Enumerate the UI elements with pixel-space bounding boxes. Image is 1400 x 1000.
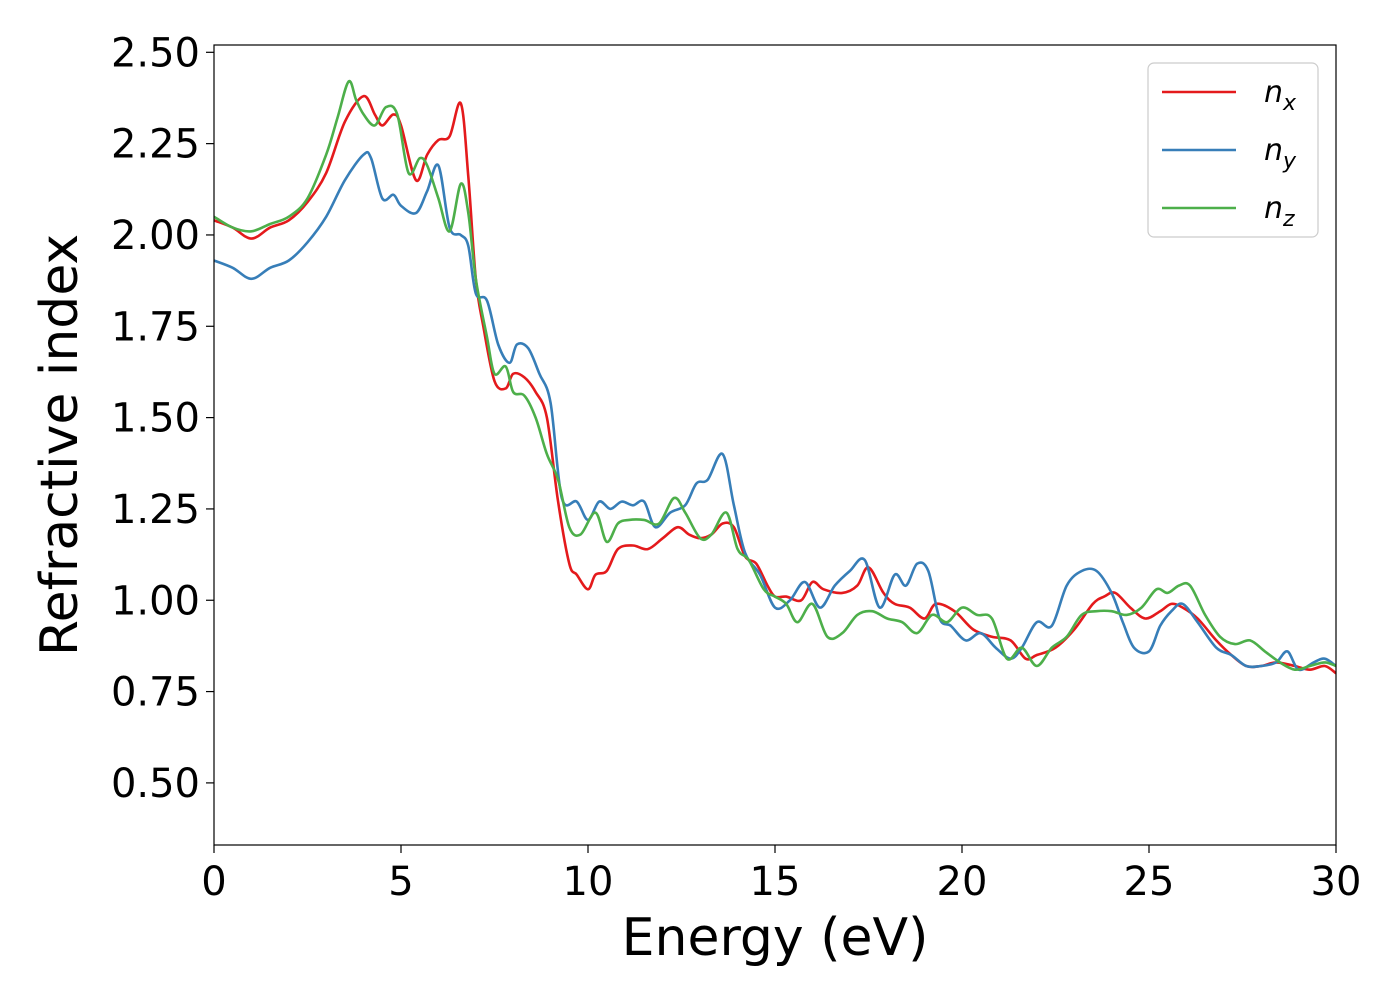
plot-area-frame <box>213 44 1337 846</box>
y-tick-label: 2.00 <box>111 213 200 259</box>
x-tick-label: 25 <box>1124 859 1175 905</box>
x-tick-label: 5 <box>388 859 413 905</box>
series-line-z <box>214 79 1336 672</box>
legend-label-z: nz <box>1264 191 1295 232</box>
y-tick-label: 0.50 <box>111 761 200 807</box>
x-axis-label: Energy (eV) <box>622 908 929 968</box>
x-tick-label: 10 <box>563 859 614 905</box>
legend-label-base: n <box>1264 191 1283 226</box>
x-tick-label: 0 <box>201 859 226 905</box>
y-tick-label: 1.25 <box>111 487 200 533</box>
legend-label-subscript: y <box>1282 149 1297 174</box>
y-tick-label: 1.50 <box>111 396 200 442</box>
y-tick-label: 2.50 <box>111 30 200 76</box>
y-tick-label: 1.00 <box>111 578 200 624</box>
x-tick-label: 30 <box>1311 859 1362 905</box>
y-tick-label: 2.25 <box>111 122 200 168</box>
legend-label-subscript: z <box>1282 207 1295 232</box>
legend-label-y: ny <box>1264 133 1297 174</box>
x-tick-label: 20 <box>937 859 988 905</box>
legend-label-base: n <box>1264 75 1283 110</box>
legend-label-base: n <box>1264 133 1283 168</box>
y-axis-label: Refractive index <box>30 234 90 656</box>
y-tick-label: 0.75 <box>111 670 200 716</box>
y-tick-label: 1.75 <box>111 304 200 350</box>
legend-label-x: nx <box>1264 75 1297 116</box>
legend-label-subscript: x <box>1282 91 1297 116</box>
x-tick-label: 15 <box>750 859 801 905</box>
